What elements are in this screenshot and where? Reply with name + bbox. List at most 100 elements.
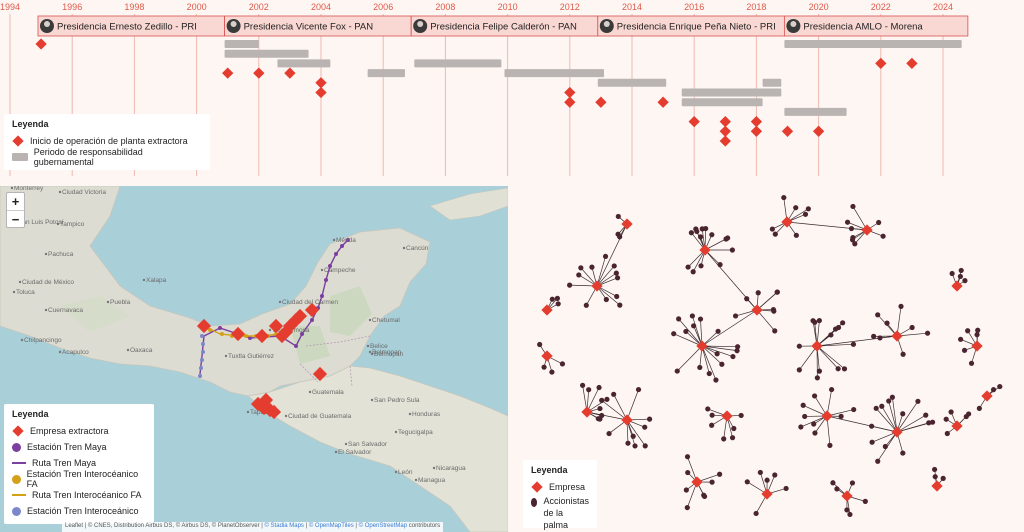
shareholder-node[interactable]	[744, 296, 750, 302]
shareholder-node[interactable]	[755, 290, 761, 296]
shareholder-node[interactable]	[840, 320, 846, 326]
shareholder-node[interactable]	[603, 296, 609, 303]
shareholder-node[interactable]	[642, 424, 648, 430]
shareholder-node[interactable]	[715, 328, 721, 334]
plant-start-marker[interactable]	[315, 77, 327, 89]
shareholder-node[interactable]	[537, 341, 543, 348]
company-node[interactable]	[621, 218, 633, 230]
responsibility-period-bar[interactable]	[784, 40, 962, 48]
shareholder-node[interactable]	[615, 213, 621, 220]
tren-interoceanico-station[interactable]	[200, 358, 204, 362]
company-node[interactable]	[696, 340, 708, 352]
shareholder-node[interactable]	[926, 420, 932, 426]
shareholder-node[interactable]	[968, 360, 975, 366]
shareholder-node[interactable]	[635, 386, 642, 393]
shareholder-node[interactable]	[974, 332, 980, 338]
shareholder-node[interactable]	[731, 425, 737, 432]
presidency-rect[interactable]	[783, 15, 969, 37]
responsibility-period-bar[interactable]	[681, 88, 782, 97]
shareholder-node[interactable]	[676, 316, 682, 322]
shareholder-node[interactable]	[852, 241, 858, 247]
shareholder-node[interactable]	[753, 510, 759, 517]
shareholder-node[interactable]	[963, 413, 969, 420]
company-node[interactable]	[951, 420, 963, 432]
shareholder-node[interactable]	[555, 301, 561, 307]
shareholder-node[interactable]	[827, 442, 833, 448]
shareholder-node[interactable]	[915, 398, 921, 404]
tren-maya-station[interactable]	[320, 294, 324, 298]
extractor-company-marker[interactable]	[196, 318, 212, 334]
shareholder-node[interactable]	[871, 333, 877, 339]
tren-interoceanico-station[interactable]	[201, 350, 205, 354]
shareholder-node[interactable]	[909, 324, 915, 331]
shareholder-node[interactable]	[849, 480, 856, 486]
shareholder-node[interactable]	[990, 387, 997, 393]
plant-start-marker[interactable]	[750, 125, 763, 137]
map-panel[interactable]: Tampico San Luis Potosí Ciudad Victoria Mon…	[0, 186, 508, 532]
shareholder-node[interactable]	[604, 396, 610, 402]
shareholder-node[interactable]	[835, 324, 842, 331]
shareholder-node[interactable]	[873, 405, 879, 411]
network-graph[interactable]	[517, 186, 1024, 532]
shareholder-node[interactable]	[814, 375, 820, 381]
shareholder-node[interactable]	[949, 270, 955, 277]
shareholder-node[interactable]	[940, 475, 946, 481]
shareholder-node[interactable]	[709, 232, 715, 238]
plant-start-marker[interactable]	[781, 125, 794, 137]
shareholder-node[interactable]	[944, 430, 950, 437]
zoom-out-button[interactable]: −	[7, 210, 24, 227]
company-node[interactable]	[691, 476, 703, 488]
shareholder-node[interactable]	[844, 507, 850, 513]
shareholder-node[interactable]	[683, 328, 689, 335]
plant-start-marker[interactable]	[564, 96, 576, 108]
company-node[interactable]	[891, 330, 903, 342]
plant-start-marker[interactable]	[657, 96, 669, 108]
tren-maya-station[interactable]	[248, 336, 252, 340]
shareholder-node[interactable]	[734, 348, 740, 354]
plant-start-marker[interactable]	[35, 38, 47, 50]
responsibility-period-bar[interactable]	[224, 49, 309, 58]
shareholder-node[interactable]	[625, 440, 631, 446]
shareholder-node[interactable]	[816, 317, 822, 324]
shareholder-node[interactable]	[583, 302, 589, 308]
shareholder-node[interactable]	[719, 361, 725, 367]
shareholder-node[interactable]	[838, 413, 844, 419]
shareholder-node[interactable]	[875, 312, 881, 318]
responsibility-period-bar[interactable]	[681, 98, 763, 107]
shareholder-node[interactable]	[611, 391, 617, 397]
tren-maya-station[interactable]	[340, 244, 344, 248]
tren-maya-station[interactable]	[328, 264, 332, 268]
plant-start-marker[interactable]	[284, 67, 296, 79]
shareholder-node[interactable]	[642, 443, 648, 449]
shareholder-node[interactable]	[632, 443, 638, 449]
shareholder-node[interactable]	[602, 253, 609, 260]
shareholder-node[interactable]	[849, 237, 856, 243]
shareholder-node[interactable]	[889, 394, 895, 400]
shareholder-node[interactable]	[957, 273, 964, 280]
shareholder-node[interactable]	[793, 232, 799, 238]
shareholder-node[interactable]	[975, 327, 981, 333]
shareholder-node[interactable]	[685, 264, 691, 270]
shareholder-node[interactable]	[812, 430, 818, 436]
plant-start-marker[interactable]	[719, 125, 731, 137]
shareholder-node[interactable]	[709, 479, 715, 485]
shareholder-node[interactable]	[886, 398, 892, 404]
shareholder-node[interactable]	[714, 351, 720, 357]
shareholder-node[interactable]	[943, 416, 949, 422]
plant-start-marker[interactable]	[222, 67, 234, 79]
shareholder-node[interactable]	[549, 296, 555, 302]
network-panel[interactable]: Leyenda Empresa Accionistas de la palma	[517, 186, 1024, 532]
tren-interoceanico-fa-station[interactable]	[220, 332, 224, 336]
shareholder-node[interactable]	[697, 234, 704, 240]
shareholder-node[interactable]	[685, 469, 691, 476]
shareholder-node[interactable]	[688, 230, 694, 236]
tren-maya-station[interactable]	[310, 318, 314, 322]
shareholder-node[interactable]	[729, 435, 736, 441]
company-node[interactable]	[581, 406, 593, 418]
shareholder-node[interactable]	[705, 406, 711, 412]
tren-interoceanico-station[interactable]	[199, 366, 203, 370]
tren-interoceanico-station[interactable]	[200, 334, 204, 338]
shareholder-node[interactable]	[698, 263, 704, 269]
responsibility-period-bar[interactable]	[504, 69, 605, 78]
presidency-band[interactable]: Presidencia AMLO - Morena	[783, 15, 969, 37]
